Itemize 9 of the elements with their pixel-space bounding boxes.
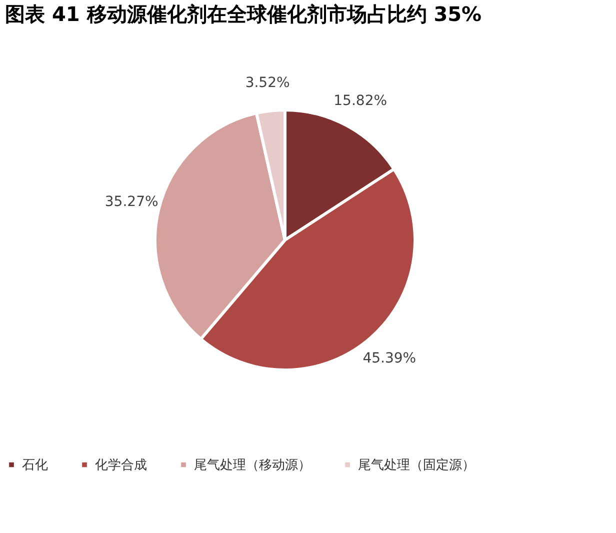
data-label: 45.39% [362,350,416,367]
data-label: 35.27% [104,194,158,210]
legend-label: 尾气处理（移动源） [194,458,311,473]
legend-label: 石化 [22,458,48,473]
legend-label: 尾气处理（固定源） [358,458,475,473]
legend-label: 化学合成 [95,458,147,473]
chart-title: 图表 41 移动源催化剂在全球催化剂市场占比约 35% [5,2,482,26]
data-label: 15.82% [334,93,388,110]
data-label: 3.52% [245,74,290,91]
